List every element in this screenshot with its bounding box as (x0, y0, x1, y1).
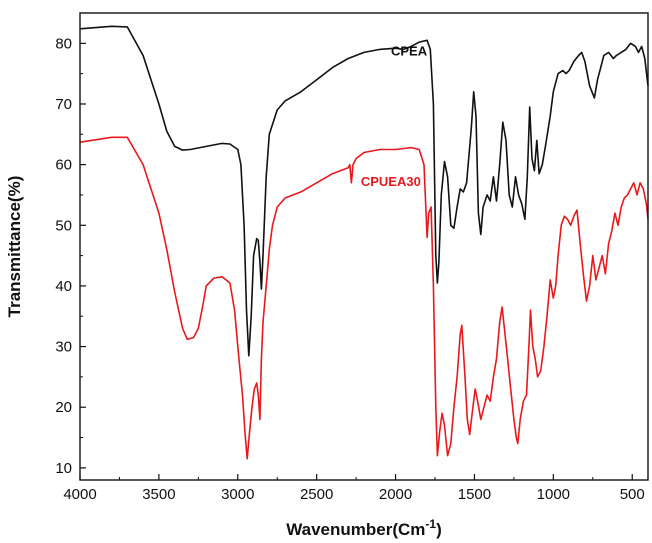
x-axis-title-main: Wavenumber(Cm (286, 520, 425, 539)
series-label-cpea: CPEA (391, 43, 428, 58)
y-tick-label: 40 (55, 278, 72, 295)
y-tick-label: 60 (55, 157, 72, 174)
x-tick-label: 1000 (537, 486, 570, 503)
x-axis-title-suffix: ) (436, 520, 442, 539)
y-tick-label: 80 (55, 35, 72, 52)
series-line-cpuea30 (79, 136, 649, 460)
series-labels: CPEA CPUEA30 (361, 43, 428, 188)
plot-frame (79, 12, 649, 481)
x-tick-label: 2500 (300, 486, 333, 503)
x-axis-ticks: 4000 3500 3000 2500 2000 1500 1000 500 (63, 474, 645, 503)
x-tick-label: 3000 (221, 486, 254, 503)
y-axis-ticks: 10 20 30 40 50 60 70 80 (55, 35, 86, 477)
x-tick-label: 1500 (458, 486, 491, 503)
series-line-cpea (79, 25, 649, 357)
x-tick-label: 4000 (63, 486, 96, 503)
spectrum-lines (79, 25, 649, 460)
series-label-cpuea30: CPUEA30 (361, 174, 421, 189)
y-axis-title: Transmittance(%) (5, 176, 24, 318)
x-tick-label: 3500 (142, 486, 175, 503)
x-tick-label: 500 (620, 486, 645, 503)
y-tick-label: 70 (55, 96, 72, 113)
y-tick-label: 20 (55, 399, 72, 416)
x-axis-title: Wavenumber(Cm-1) (286, 517, 442, 539)
y-tick-label: 30 (55, 339, 72, 356)
y-tick-label: 50 (55, 217, 72, 234)
x-axis-title-superscript: -1 (425, 517, 436, 531)
y-tick-label: 10 (55, 460, 72, 477)
x-tick-label: 2000 (379, 486, 412, 503)
